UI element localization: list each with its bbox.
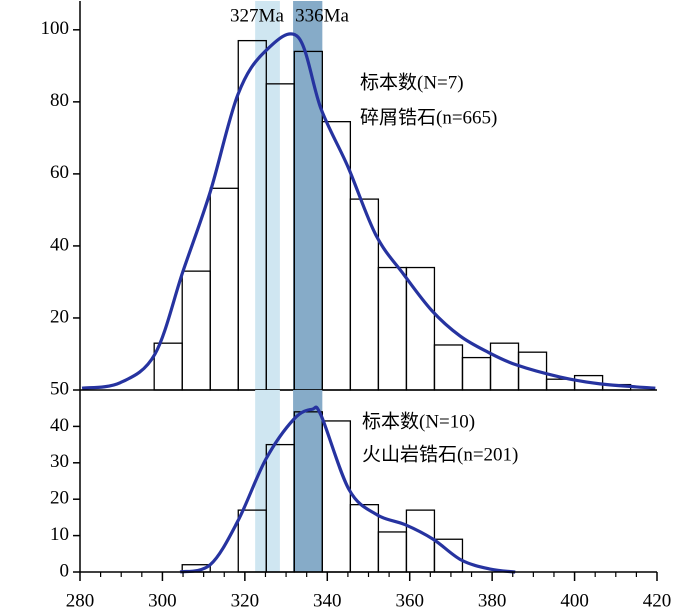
- y-tick-label: 100: [41, 18, 70, 39]
- y-tick-label: 0: [60, 560, 70, 581]
- y-tick-label: 40: [50, 415, 69, 436]
- histogram-bar: [377, 266, 408, 391]
- annotation: 标本数(N=7): [360, 71, 464, 93]
- annotation: 火山岩锆石(n=201): [362, 443, 518, 465]
- y-tick-label: 50: [50, 378, 69, 399]
- histogram-bar: [181, 270, 211, 391]
- y-tick-label: 10: [50, 524, 69, 545]
- y-tick-label: 80: [50, 90, 69, 111]
- age-band: [255, 1, 280, 390]
- x-tick-label: 380: [478, 590, 507, 611]
- annotation: 碎屑锆石(n=665): [360, 106, 497, 128]
- band-label: 336Ma: [295, 5, 349, 26]
- x-tick-label: 340: [313, 590, 342, 611]
- x-tick-label: 420: [643, 590, 672, 611]
- histogram-bar: [461, 356, 492, 391]
- x-tick-label: 300: [148, 590, 177, 611]
- annotation: 标本数(N=10): [362, 410, 475, 432]
- histogram-bar: [405, 509, 436, 573]
- y-tick-label: 40: [50, 234, 69, 255]
- histogram-bar: [377, 531, 408, 573]
- x-tick-label: 400: [560, 590, 589, 611]
- y-tick-label: 60: [50, 162, 69, 183]
- histogram-bar: [321, 420, 352, 573]
- age-band: [293, 390, 323, 572]
- age-band: [255, 390, 280, 572]
- density-curve: [81, 32, 656, 390]
- band-label: 327Ma: [230, 5, 284, 26]
- x-tick-label: 320: [231, 590, 260, 611]
- y-tick-label: 30: [50, 451, 69, 472]
- histogram-bar: [209, 187, 239, 391]
- y-tick-label: 20: [50, 306, 69, 327]
- histogram-bar: [349, 198, 380, 391]
- histogram-bar: [489, 342, 520, 391]
- histogram-bar: [433, 344, 464, 391]
- x-tick-label: 360: [395, 590, 424, 611]
- y-tick-label: 20: [50, 488, 69, 509]
- x-tick-label: 280: [66, 590, 95, 611]
- density-curve: [179, 405, 516, 574]
